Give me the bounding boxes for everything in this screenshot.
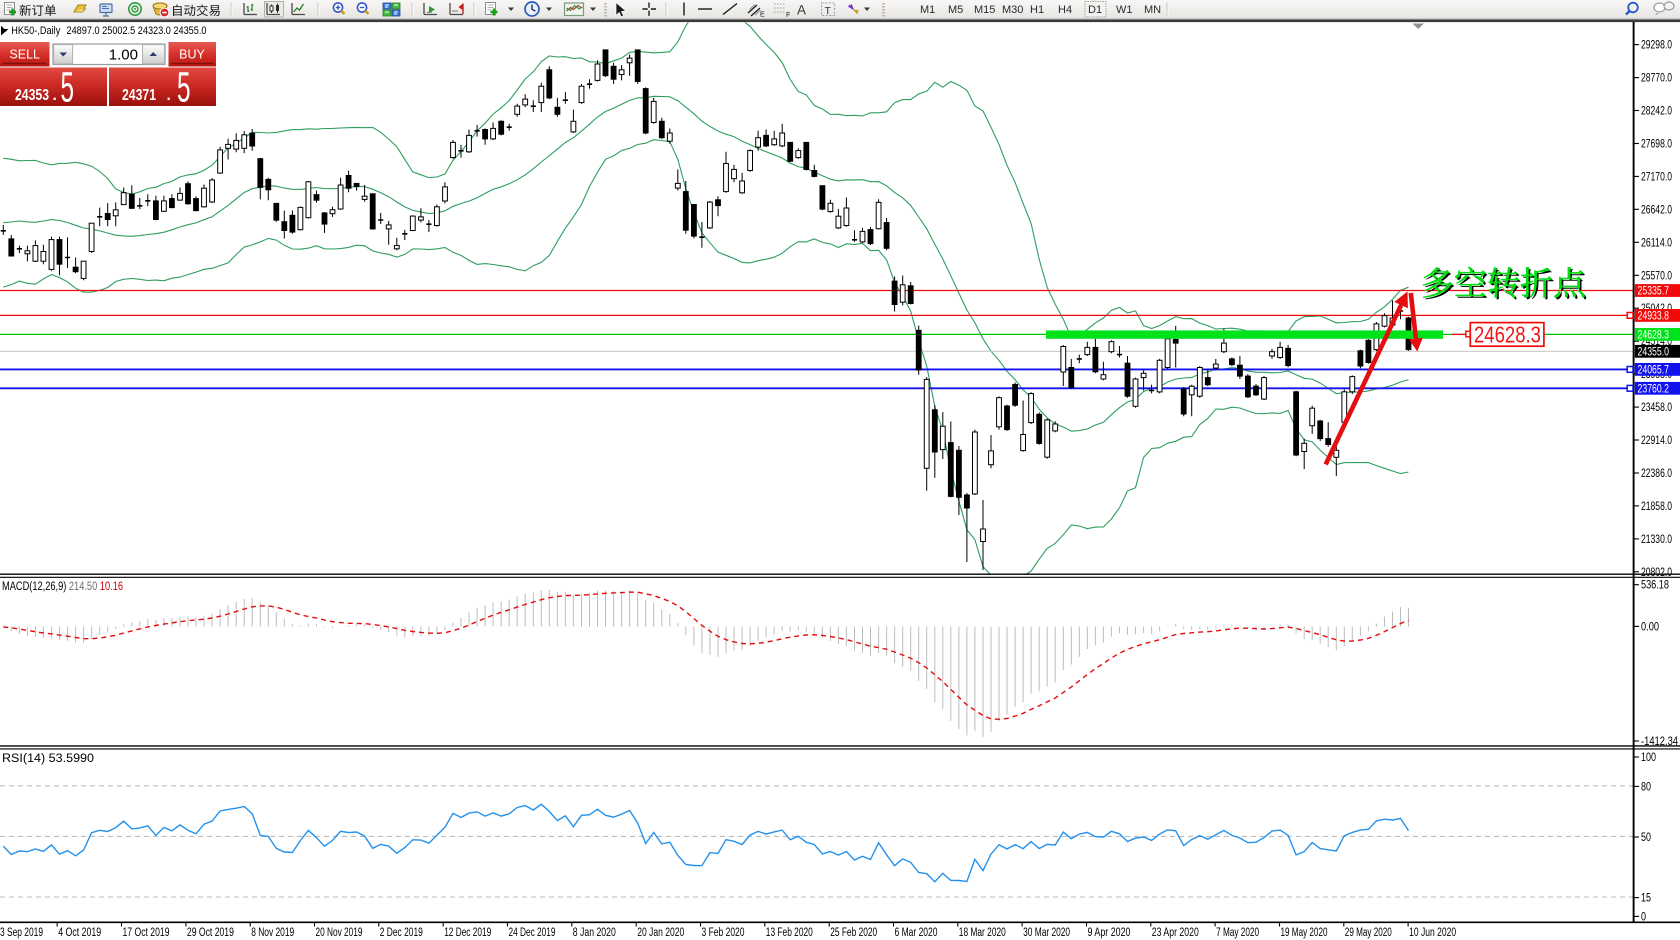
svg-text:536.18: 536.18 [1641, 580, 1669, 592]
svg-text:M5: M5 [948, 4, 963, 16]
svg-text:28242.0: 28242.0 [1641, 106, 1672, 118]
svg-text:A: A [797, 3, 806, 18]
svg-text:25570.0: 25570.0 [1641, 270, 1672, 282]
svg-text:M30: M30 [1002, 4, 1023, 16]
svg-text:20 Nov 2019: 20 Nov 2019 [316, 927, 363, 939]
svg-text:4 Oct 2019: 4 Oct 2019 [58, 927, 101, 939]
svg-text:12 Dec 2019: 12 Dec 2019 [444, 927, 491, 939]
svg-text:100: 100 [1641, 752, 1656, 764]
svg-text:M1: M1 [920, 4, 935, 16]
svg-text:24628.3: 24628.3 [1638, 330, 1670, 342]
svg-text:0.00: 0.00 [1641, 621, 1659, 633]
svg-text:25335.7: 25335.7 [1638, 286, 1670, 298]
svg-text:24353: 24353 [15, 87, 49, 104]
svg-text:M15: M15 [974, 4, 995, 16]
svg-text:26642.0: 26642.0 [1641, 204, 1672, 216]
svg-text:24628.3: 24628.3 [1474, 322, 1541, 348]
svg-text:15: 15 [1641, 893, 1651, 905]
svg-text:26114.0: 26114.0 [1641, 237, 1672, 249]
svg-text:10 Jun 2020: 10 Jun 2020 [1409, 927, 1456, 939]
svg-text:5: 5 [61, 63, 75, 111]
svg-text:22914.0: 22914.0 [1641, 435, 1672, 447]
svg-text:24355.0: 24355.0 [1638, 346, 1670, 358]
svg-text:W1: W1 [1116, 4, 1133, 16]
svg-text:25 Feb 2020: 25 Feb 2020 [830, 927, 877, 939]
svg-text:H4: H4 [1058, 4, 1072, 16]
svg-text:0: 0 [1641, 911, 1646, 923]
svg-text:29 May 2020: 29 May 2020 [1345, 927, 1392, 939]
svg-text:5: 5 [177, 63, 191, 111]
svg-text:28770.0: 28770.0 [1641, 73, 1672, 85]
svg-text:.: . [167, 87, 171, 104]
svg-text:.: . [53, 87, 57, 104]
svg-text:HK50-,Daily: HK50-,Daily [11, 25, 60, 37]
svg-text:H1: H1 [1030, 4, 1044, 16]
svg-text:29298.0: 29298.0 [1641, 40, 1672, 52]
svg-text:30 Mar 2020: 30 Mar 2020 [1023, 927, 1070, 939]
svg-text:BUY: BUY [179, 48, 205, 62]
svg-text:MACD(12,26,9) 214.50 10.16: MACD(12,26,9) 214.50 10.16 [2, 581, 123, 593]
svg-text:8 Nov 2019: 8 Nov 2019 [251, 927, 294, 939]
svg-text:24065.7: 24065.7 [1638, 365, 1670, 377]
svg-text:SELL: SELL [9, 48, 40, 62]
svg-text:27170.0: 27170.0 [1641, 171, 1672, 183]
svg-text:8 Jan 2020: 8 Jan 2020 [573, 927, 616, 939]
svg-text:13 Feb 2020: 13 Feb 2020 [766, 927, 813, 939]
svg-text:F: F [786, 12, 790, 19]
svg-text:23 Apr 2020: 23 Apr 2020 [1152, 927, 1199, 939]
svg-text:20802.0: 20802.0 [1641, 567, 1672, 579]
svg-text:-1412.34: -1412.34 [1641, 736, 1678, 748]
svg-text:24933.8: 24933.8 [1638, 311, 1670, 323]
svg-text:50: 50 [1641, 832, 1651, 844]
svg-text:RSI(14) 53.5990: RSI(14) 53.5990 [2, 753, 94, 765]
svg-text:3 Sep 2019: 3 Sep 2019 [0, 927, 43, 939]
svg-text:21858.0: 21858.0 [1641, 501, 1672, 513]
svg-text:9 Apr 2020: 9 Apr 2020 [1088, 927, 1131, 939]
svg-text:24897.0 25002.5 24323.0 24355.: 24897.0 25002.5 24323.0 24355.0 [67, 25, 207, 37]
svg-text:24371: 24371 [122, 87, 156, 104]
svg-text:D1: D1 [1088, 4, 1102, 16]
svg-text:23760.2: 23760.2 [1638, 383, 1670, 395]
svg-text:80: 80 [1641, 781, 1651, 793]
svg-text:21330.0: 21330.0 [1641, 534, 1672, 546]
svg-text:T: T [825, 5, 832, 17]
svg-text:18 Mar 2020: 18 Mar 2020 [959, 927, 1006, 939]
svg-text:20 Jan 2020: 20 Jan 2020 [637, 927, 684, 939]
svg-text:1.00: 1.00 [109, 47, 138, 64]
svg-text:E: E [760, 12, 765, 19]
svg-text:3 Feb 2020: 3 Feb 2020 [702, 927, 745, 939]
svg-text:23458.0: 23458.0 [1641, 402, 1672, 414]
svg-text:6 Mar 2020: 6 Mar 2020 [895, 927, 938, 939]
svg-text:7 May 2020: 7 May 2020 [1216, 927, 1259, 939]
svg-text:2 Dec 2019: 2 Dec 2019 [380, 927, 423, 939]
svg-text:22386.0: 22386.0 [1641, 468, 1672, 480]
svg-text:24 Dec 2019: 24 Dec 2019 [509, 927, 556, 939]
svg-text:27698.0: 27698.0 [1641, 139, 1672, 151]
svg-text:MN: MN [1144, 4, 1161, 16]
svg-text:29 Oct 2019: 29 Oct 2019 [187, 927, 234, 939]
svg-text:17 Oct 2019: 17 Oct 2019 [123, 927, 170, 939]
svg-text:19 May 2020: 19 May 2020 [1281, 927, 1328, 939]
